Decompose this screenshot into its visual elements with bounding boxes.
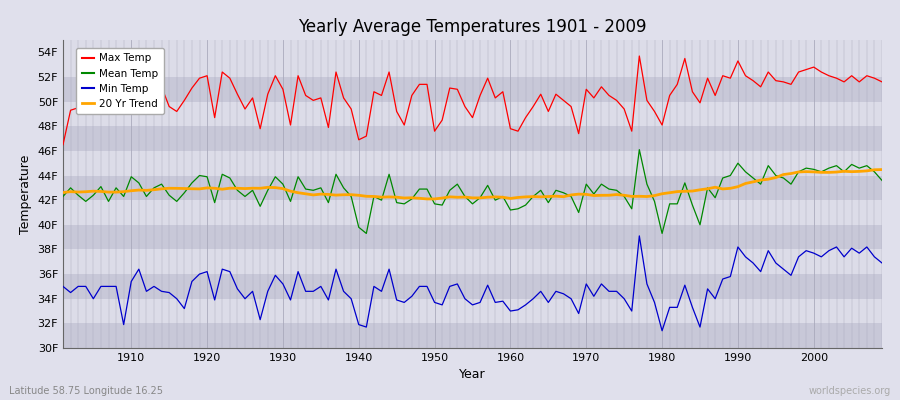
Bar [63, 225, 882, 250]
Title: Yearly Average Temperatures 1901 - 2009: Yearly Average Temperatures 1901 - 2009 [298, 18, 647, 36]
Bar [63, 200, 882, 225]
Bar [63, 299, 882, 323]
Text: Latitude 58.75 Longitude 16.25: Latitude 58.75 Longitude 16.25 [9, 386, 163, 396]
Bar [63, 176, 882, 200]
Bar [63, 274, 882, 299]
Bar [63, 77, 882, 102]
X-axis label: Year: Year [459, 368, 486, 382]
Bar [63, 151, 882, 176]
Bar [63, 52, 882, 77]
Bar [63, 250, 882, 274]
Y-axis label: Temperature: Temperature [19, 154, 32, 234]
Bar [63, 102, 882, 126]
Legend: Max Temp, Mean Temp, Min Temp, 20 Yr Trend: Max Temp, Mean Temp, Min Temp, 20 Yr Tre… [76, 48, 164, 114]
Text: worldspecies.org: worldspecies.org [809, 386, 891, 396]
Bar [63, 126, 882, 151]
Bar [63, 323, 882, 348]
